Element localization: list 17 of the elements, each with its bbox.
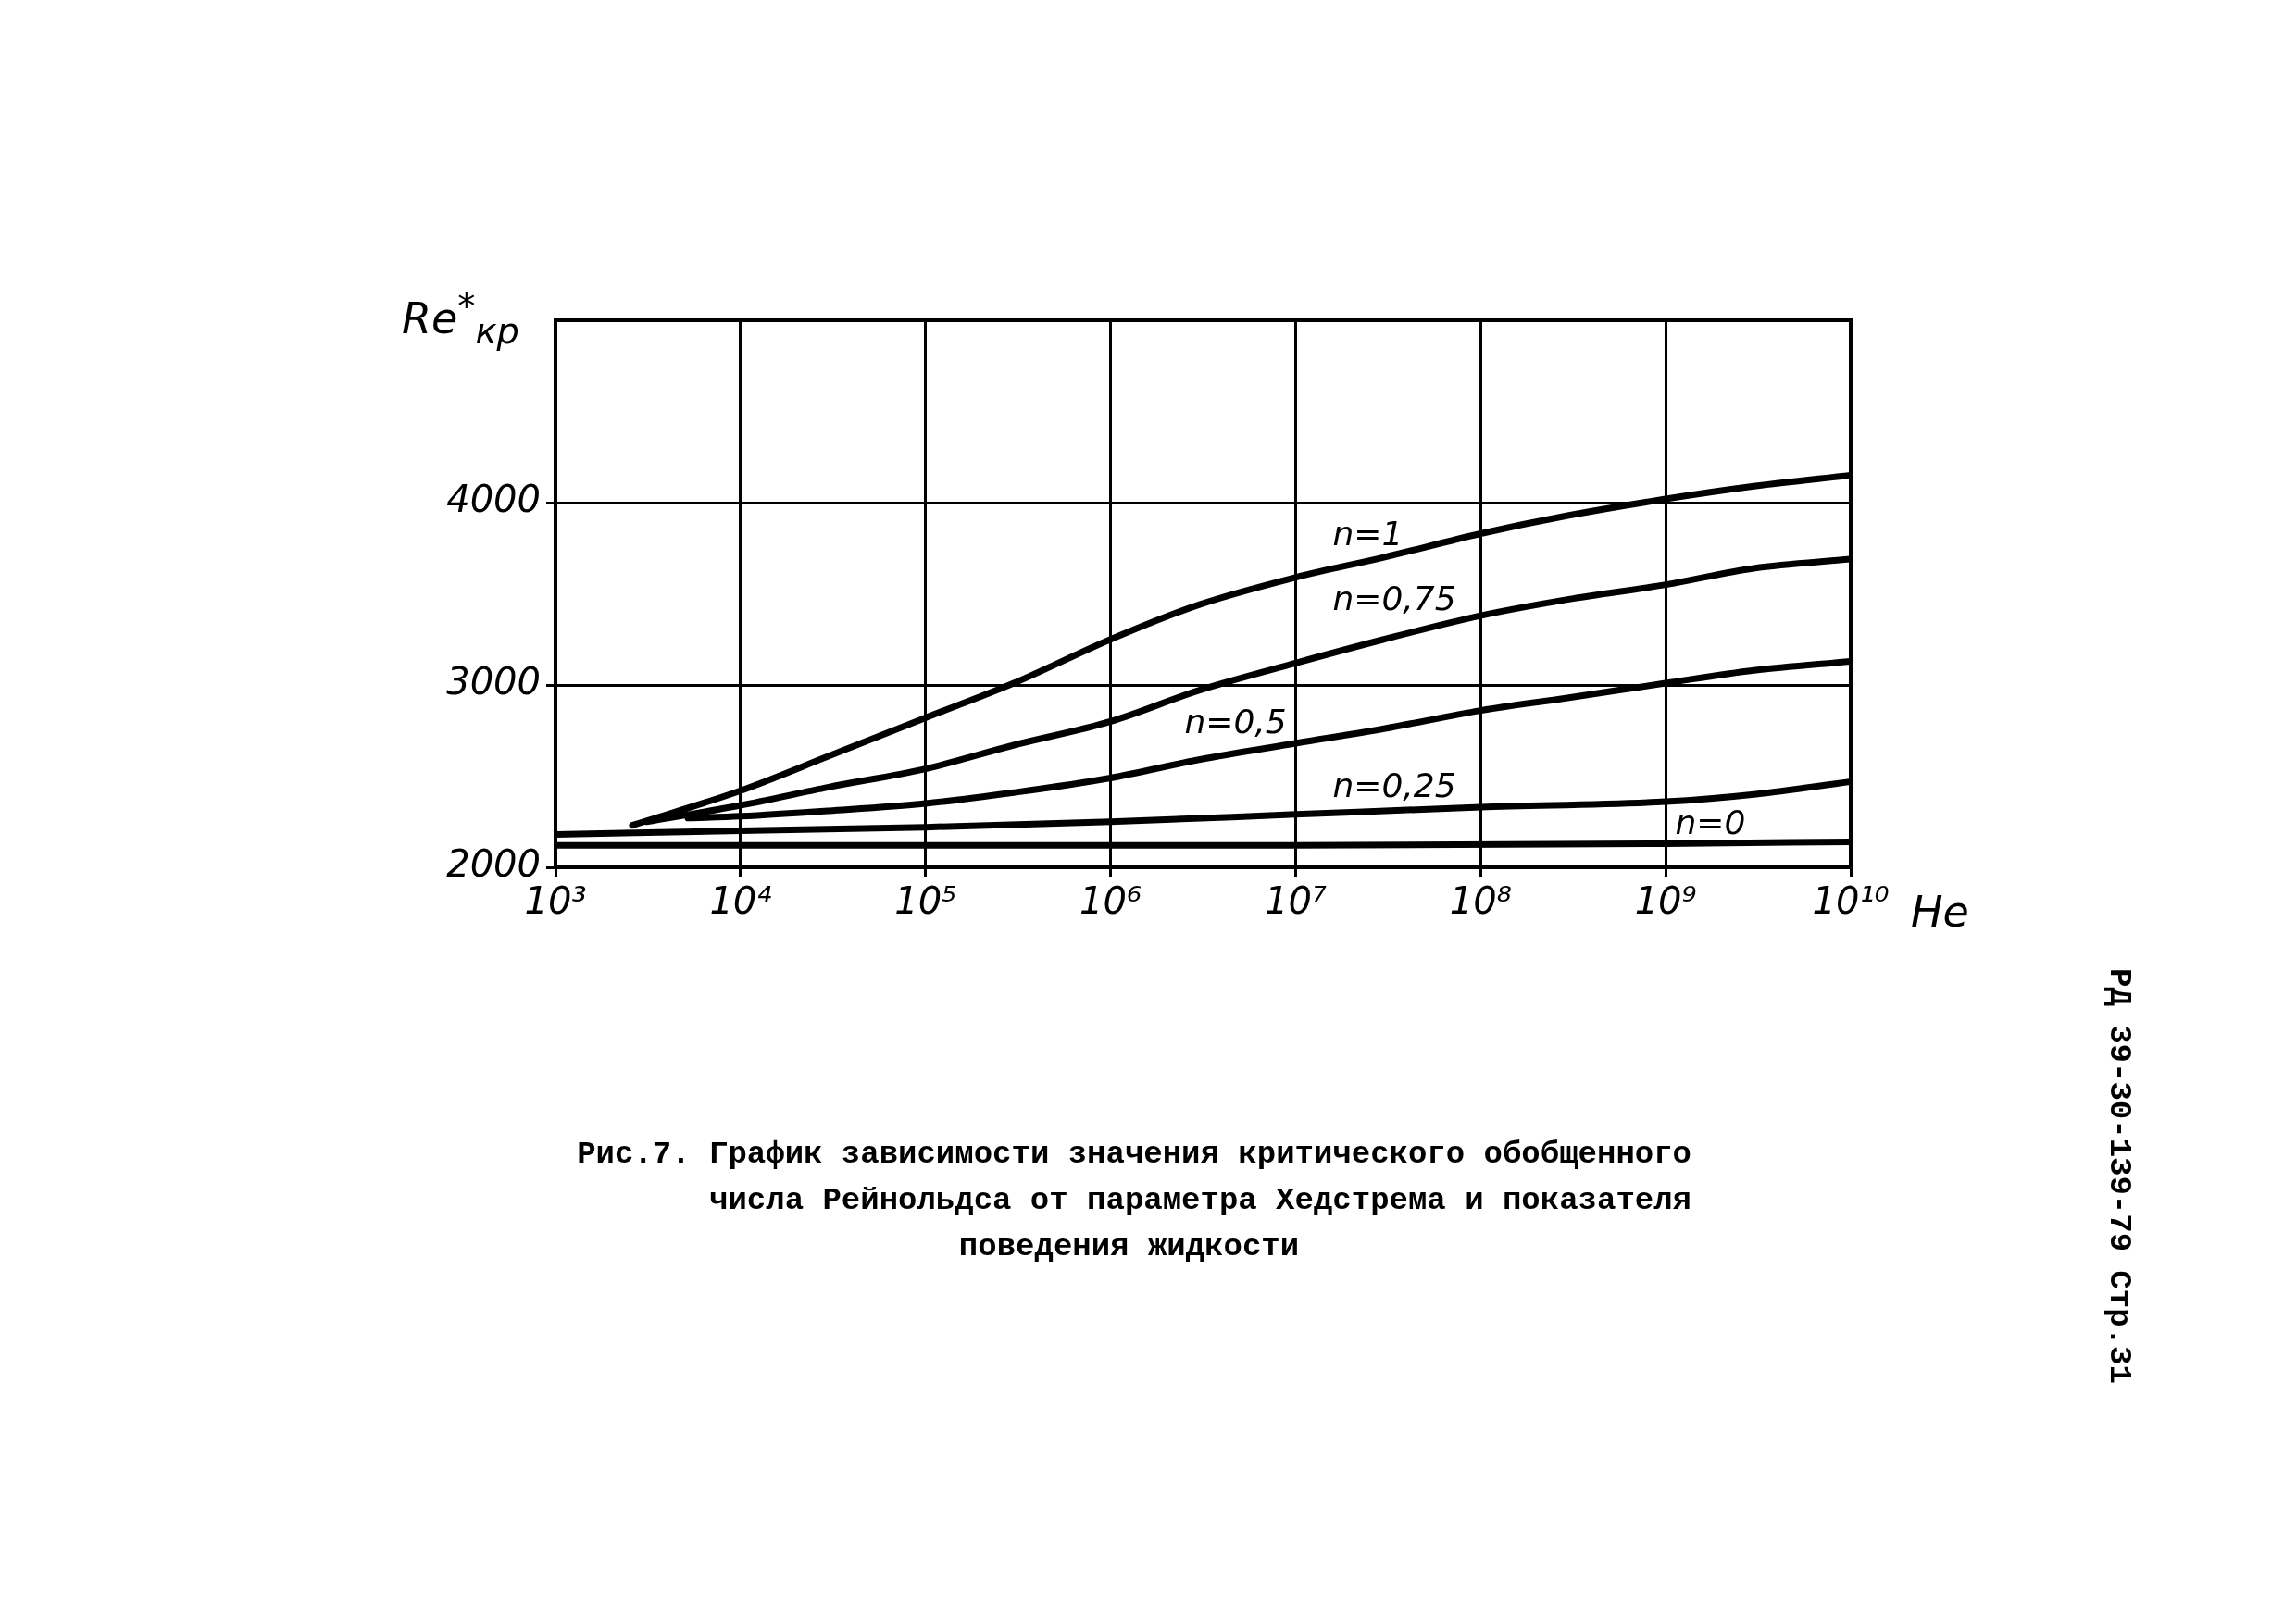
x-tick-label: 10⁷ xyxy=(1264,879,1327,923)
y-tick-label: 4000 xyxy=(446,478,541,521)
text: РД 39-30-139-79 Стр.31 xyxy=(2102,968,2137,1384)
series-label: n=0,75 xyxy=(1332,579,1456,618)
y-tick-label: 3000 xyxy=(446,660,541,703)
text: Рис.7. График зависимости значения критического обобщенного числа Рейнольдса от параметра Хедстрема и показателя поведения жидкости xyxy=(576,1136,1691,1266)
x-tick-label: 10⁶ xyxy=(1079,879,1142,923)
x-axis-title: He xyxy=(1911,887,1969,937)
x-tick-label: 10⁸ xyxy=(1449,879,1512,923)
x-tick-label: 10¹⁰ xyxy=(1812,879,1890,923)
x-tick-label: 10⁵ xyxy=(894,879,957,923)
x-tick-label: 10⁹ xyxy=(1634,879,1697,923)
series-label: n=0 xyxy=(1675,803,1746,842)
series-label: n=0,5 xyxy=(1184,703,1287,741)
series-label: n=1 xyxy=(1332,514,1404,553)
x-tick-label: 10⁴ xyxy=(709,879,772,923)
series-label: n=0,25 xyxy=(1332,765,1456,804)
